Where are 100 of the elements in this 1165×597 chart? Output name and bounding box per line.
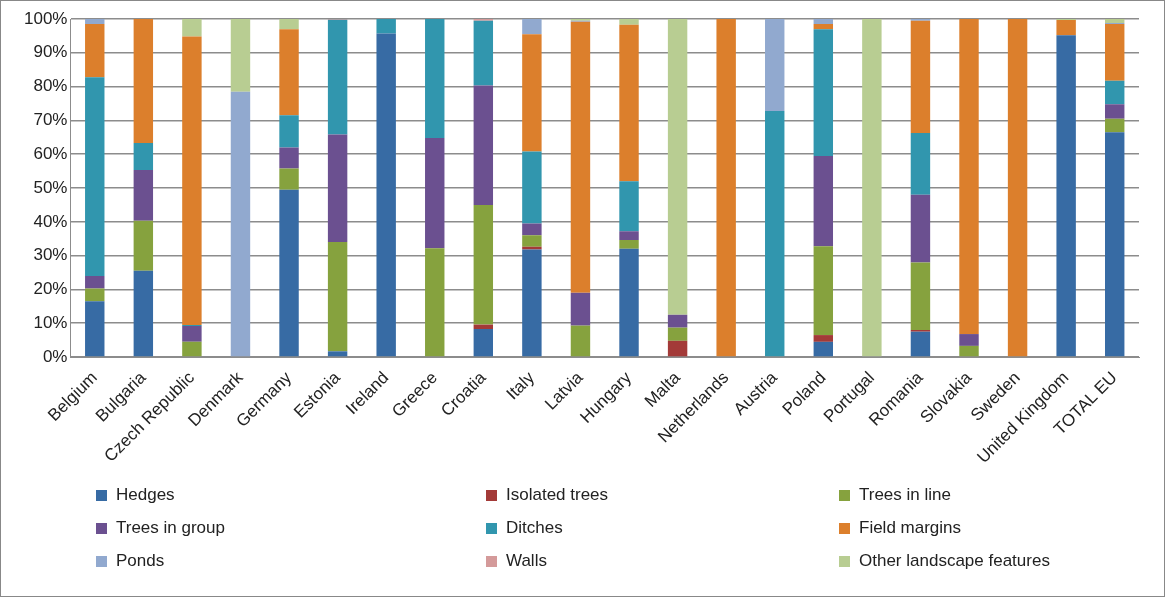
bar [473, 204, 494, 325]
y-tick-label: 0% [42, 346, 68, 366]
legend-label: Trees in group [116, 518, 225, 538]
bar [619, 231, 639, 241]
y-tick-label: 70% [33, 110, 68, 130]
bar [327, 242, 348, 352]
bar [765, 110, 785, 357]
bar [425, 248, 445, 357]
bar [959, 334, 979, 346]
bar [1105, 19, 1125, 24]
bar [1105, 118, 1125, 133]
bar [716, 19, 736, 357]
bar [1105, 132, 1125, 357]
bar [910, 132, 931, 195]
y-tick-label: 60% [33, 143, 68, 163]
bar [570, 292, 591, 326]
bar [327, 351, 348, 357]
bar [667, 314, 688, 328]
bar [473, 85, 494, 205]
bar [133, 270, 154, 357]
bar [619, 24, 639, 182]
bar [813, 19, 834, 25]
bar [619, 19, 639, 25]
y-tick-label: 40% [33, 211, 68, 231]
bar [473, 20, 494, 86]
bar [1056, 35, 1076, 357]
bar [619, 248, 639, 357]
bar [910, 194, 931, 263]
bar [813, 29, 834, 156]
bar [279, 19, 299, 30]
bar [376, 19, 396, 34]
bar [133, 19, 154, 144]
bar [522, 19, 542, 35]
bar [279, 29, 299, 116]
bar [619, 181, 639, 232]
bar [813, 24, 834, 30]
bar [1105, 80, 1125, 105]
y-tick-label: 10% [33, 312, 68, 332]
bar [85, 275, 105, 289]
bar [473, 328, 494, 357]
bar [1056, 20, 1076, 36]
bar [376, 33, 396, 357]
bar [813, 335, 834, 342]
bar [813, 246, 834, 336]
legend-label: Trees in line [859, 485, 951, 505]
bar [570, 325, 591, 357]
x-tick-label: Italy [502, 367, 539, 404]
bar [522, 249, 542, 357]
bar [667, 340, 688, 357]
bar [813, 341, 834, 357]
y-tick-label: 90% [33, 42, 68, 62]
bar [522, 223, 542, 236]
bar [133, 170, 154, 221]
bar [959, 345, 979, 357]
bar [425, 19, 445, 138]
bar [279, 147, 299, 169]
bar [667, 19, 688, 315]
bar [765, 19, 785, 111]
bar [1105, 104, 1125, 119]
bar [182, 325, 202, 342]
bar [522, 34, 542, 152]
bar [667, 327, 688, 341]
bar [230, 91, 251, 357]
bar [279, 168, 299, 190]
legend-label: Ditches [506, 518, 563, 538]
bar [327, 134, 348, 243]
legend-label: Field margins [859, 518, 962, 538]
bar [425, 137, 445, 249]
bar [1105, 24, 1125, 81]
legend-label: Other landscape features [859, 551, 1050, 571]
bar [813, 155, 834, 247]
bar [230, 19, 251, 92]
bar [570, 21, 591, 293]
legend-label: Isolated trees [506, 485, 609, 505]
y-tick-label: 80% [33, 76, 68, 96]
bar [279, 189, 299, 357]
bar [1007, 19, 1028, 357]
bar [85, 77, 105, 276]
bar [85, 19, 105, 25]
bar [85, 301, 105, 357]
bar [959, 19, 979, 335]
bar [182, 341, 202, 357]
y-tick-label: 30% [33, 245, 68, 265]
bar [133, 220, 154, 271]
bar [85, 288, 105, 302]
legend-label: Walls [506, 551, 547, 571]
bar [182, 19, 202, 37]
legend-label: Ponds [116, 551, 165, 571]
y-tick-label: 50% [33, 177, 68, 197]
bar [910, 331, 931, 357]
bar [85, 24, 105, 78]
bar [910, 262, 931, 330]
bar [862, 19, 882, 357]
bar [910, 20, 931, 133]
y-tick-label: 100% [24, 8, 68, 28]
bar [133, 143, 154, 171]
bar [619, 240, 639, 249]
legend-label: Hedges [116, 485, 175, 505]
bar [327, 19, 348, 135]
y-tick-label: 20% [33, 279, 68, 299]
